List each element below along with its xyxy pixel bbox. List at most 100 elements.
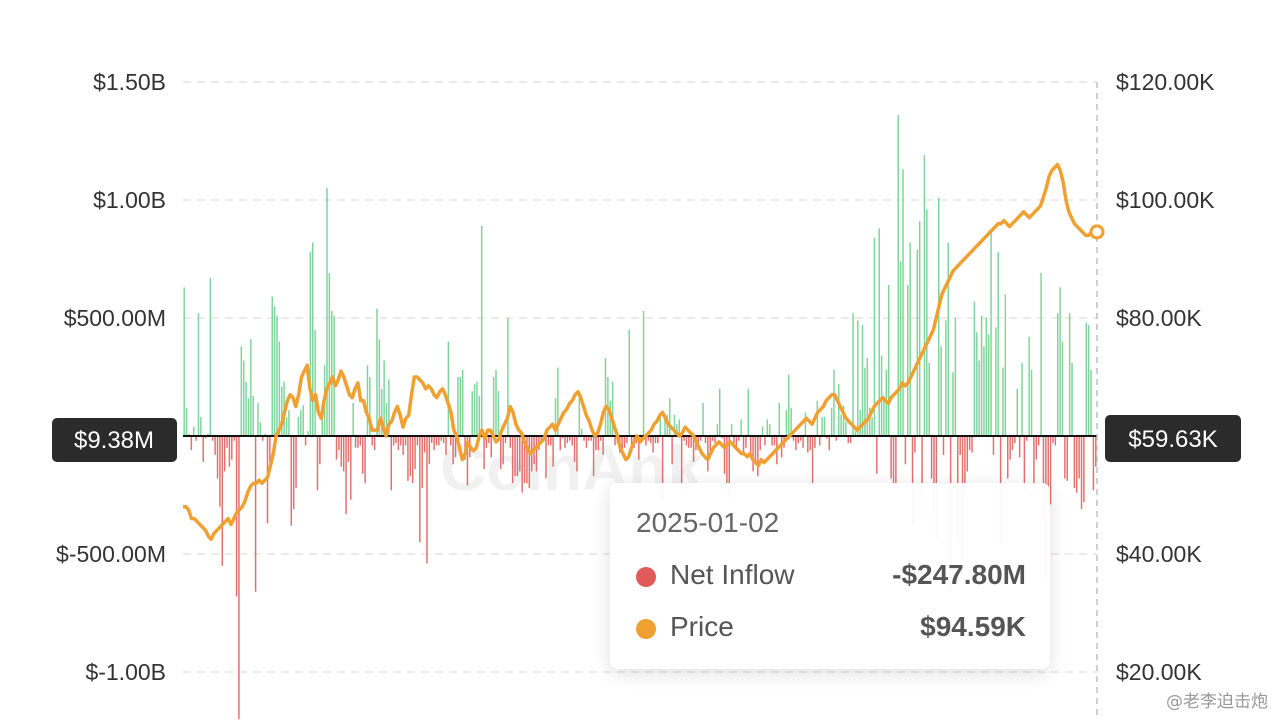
net-inflow-bar [811, 436, 814, 484]
net-inflow-bar [1087, 325, 1090, 436]
tooltip-value: $94.59K [920, 611, 1026, 642]
net-inflow-bar [940, 346, 942, 436]
net-inflow-bar [671, 436, 673, 465]
net-inflow-bar [204, 436, 207, 439]
net-inflow-bar [340, 436, 343, 467]
net-inflow-bar [645, 436, 647, 446]
net-inflow-bar [216, 436, 219, 479]
net-inflow-bar [1026, 436, 1028, 441]
tooltip-row-net-inflow: Net Inflow -$247.80M [636, 559, 1026, 595]
net-inflow-bar [461, 369, 464, 436]
net-inflow-bar [754, 436, 757, 465]
net-inflow-bar [711, 436, 714, 441]
net-inflow-bar [316, 436, 319, 491]
net-inflow-bar [526, 436, 528, 484]
left-tick-label: $1.00B [93, 187, 166, 213]
net-inflow-bar [676, 424, 678, 436]
net-inflow-bar [392, 436, 395, 446]
net-inflow-bar [892, 436, 895, 488]
net-inflow-bar [547, 436, 550, 446]
net-inflow-bar [433, 436, 435, 451]
net-inflow-bar [254, 436, 257, 592]
net-inflow-bar [921, 436, 923, 493]
net-inflow-bar [966, 436, 969, 472]
net-inflow-bar [1011, 436, 1014, 451]
net-inflow-bar [654, 436, 657, 444]
net-inflow-bar [664, 419, 666, 436]
net-inflow-bar [719, 388, 721, 436]
net-inflow-bar [878, 228, 880, 436]
net-inflow-bar [945, 320, 947, 436]
net-inflow-bar [842, 405, 845, 436]
net-inflow-bar [333, 315, 335, 436]
net-inflow-bar [887, 284, 890, 436]
net-inflow-bar [973, 301, 976, 436]
net-inflow-bar [937, 197, 940, 436]
net-inflow-bar [883, 395, 885, 436]
net-inflow-bar [240, 346, 243, 436]
net-inflow-bar [383, 360, 385, 436]
net-inflow-bar [219, 436, 221, 507]
net-inflow-bar [457, 377, 459, 436]
net-inflow-bar [580, 428, 583, 436]
net-inflow-bar [730, 424, 733, 436]
crosshair-right-label: $59.63K [1128, 426, 1217, 453]
net-inflow-bar [728, 436, 730, 500]
net-inflow-bar [799, 436, 802, 441]
net-inflow-bar [854, 431, 857, 436]
net-inflow-bar [959, 436, 961, 455]
net-inflow-bar [585, 436, 588, 448]
net-inflow-bar [990, 230, 992, 436]
net-inflow-bar [478, 395, 481, 436]
net-inflow-bar [1037, 436, 1040, 446]
net-inflow-bar [1049, 436, 1052, 505]
net-inflow-bar [245, 381, 247, 436]
net-inflow-bar [578, 395, 581, 436]
net-inflow-bar [1023, 436, 1026, 493]
signature-watermark: @老李迫击炮 [1166, 692, 1268, 712]
net-inflow-bar [276, 315, 278, 436]
net-inflow-bar [197, 313, 200, 436]
net-inflow-bar [1030, 369, 1033, 436]
net-inflow-bar [602, 436, 604, 455]
net-inflow-bar [821, 417, 823, 436]
net-inflow-bar [497, 391, 500, 436]
net-inflow-bar [252, 395, 254, 436]
net-inflow-bar [366, 365, 369, 436]
net-inflow-bar [847, 436, 850, 444]
net-inflow-bar [452, 436, 454, 465]
net-inflow-bar [231, 436, 233, 460]
net-inflow-bar [740, 419, 742, 436]
net-inflow-bar [714, 436, 716, 444]
net-inflow-bar [911, 436, 914, 526]
net-inflow-bar [866, 358, 869, 436]
net-inflow-bar [426, 436, 428, 564]
net-inflow-bar [471, 391, 473, 436]
net-inflow-bar [1071, 362, 1073, 436]
net-inflow-bar [995, 327, 997, 436]
net-inflow-bar [1035, 436, 1038, 460]
net-inflow-bar [980, 315, 983, 436]
net-inflow-bar [200, 417, 202, 436]
net-inflow-bar [369, 377, 371, 436]
net-inflow-bar [221, 436, 224, 566]
right-tick-label: $120.00K [1116, 69, 1215, 95]
net-inflow-bar [1007, 436, 1009, 479]
net-inflow-bar [823, 417, 826, 436]
net-inflow-bar [450, 436, 452, 446]
net-inflow-bar [500, 436, 502, 470]
net-inflow-bar [545, 436, 547, 479]
net-inflow-bar [297, 417, 300, 436]
net-inflow-bar [849, 436, 852, 444]
net-inflow-bar [521, 436, 523, 493]
net-inflow-bar [447, 341, 450, 436]
net-inflow-bar [257, 402, 259, 436]
net-inflow-bar [259, 421, 262, 436]
net-inflow-bar [504, 436, 507, 444]
net-inflow-bar [1095, 436, 1097, 467]
net-inflow-bar [704, 436, 707, 444]
net-inflow-bar [642, 310, 645, 436]
net-inflow-bar [1009, 436, 1011, 460]
net-inflow-bar [502, 436, 504, 465]
right-tick-label: $40.00K [1116, 541, 1202, 567]
